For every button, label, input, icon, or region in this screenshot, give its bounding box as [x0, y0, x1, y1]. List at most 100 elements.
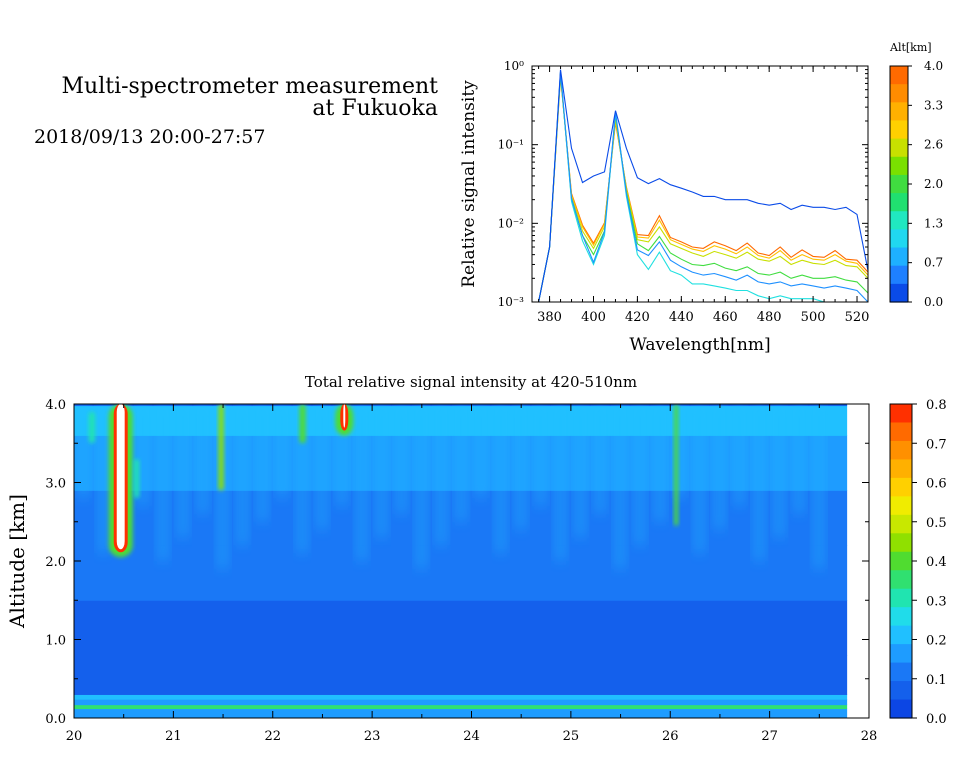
intensity-colorbar-tick-label: 0.5: [926, 516, 947, 531]
spectrum-line-alt-2.6: [538, 74, 868, 302]
heatmap-y-tick-label: 1.0: [45, 634, 66, 649]
heatmap-texture-column: [516, 404, 526, 530]
title-line-1: Multi-spectrometer measurement: [61, 74, 439, 99]
spectrum-x-tick-label: 420: [625, 310, 650, 325]
altitude-colorbar-cell: [890, 247, 908, 267]
heatmap-texture-column: [536, 404, 546, 507]
heatmap-texture-column: [317, 404, 327, 530]
heatmap-altitude-band: [74, 694, 848, 700]
heatmap-hotspot: [674, 404, 679, 526]
heatmap-texture-column: [436, 404, 446, 546]
intensity-colorbar-cell: [890, 662, 912, 682]
altitude-colorbar-tick-label: 0.7: [924, 256, 943, 270]
spectrum-line-alt-1.3: [538, 72, 868, 302]
intensity-colorbar-cell: [890, 422, 912, 442]
heatmap-x-tick-label: 26: [662, 729, 679, 744]
spectrum-x-tick-label: 520: [845, 310, 870, 325]
intensity-colorbar-cell: [890, 459, 912, 479]
heatmap-texture-column: [754, 404, 764, 561]
intensity-colorbar: 0.8 0.7 0.6 0.5 0.4 0.3 0.2 0.1 0.0: [889, 398, 947, 727]
spectrum-line-alt-0: [538, 69, 868, 302]
heatmap-texture-column: [575, 404, 585, 538]
spectrum-x-tick-label: 440: [669, 310, 694, 325]
intensity-colorbar-cell: [890, 625, 912, 645]
heatmap-texture-column: [416, 404, 426, 569]
altitude-colorbar-cell: [890, 66, 908, 85]
heatmap-texture-column: [377, 404, 387, 538]
spectrum-y-axis-label: Relative signal intensity: [459, 80, 479, 288]
heatmap-texture-column: [158, 404, 168, 561]
spectrum-x-tick-label: 400: [581, 310, 606, 325]
spectrum-y-tick-label: 10⁻³: [498, 295, 525, 309]
spectrum-line-alt-0.7: [538, 71, 868, 302]
heatmap-texture-column: [78, 404, 88, 499]
heatmap-texture-column: [615, 404, 625, 569]
heatmap-texture-column: [357, 404, 367, 561]
heatmap-texture-column: [675, 404, 685, 499]
heatmap-altitude-band: [74, 545, 848, 601]
heatmap-texture-column: [237, 404, 247, 546]
altitude-colorbar-cell: [890, 283, 908, 303]
heatmap-x-tick-label: 22: [264, 729, 281, 744]
spectrum-x-tick-label: 480: [757, 310, 782, 325]
spectrum-x-axis-label: Wavelength[nm]: [629, 335, 770, 355]
spectrum-x-tick-label: 460: [713, 310, 738, 325]
heatmap-texture-column: [695, 404, 705, 554]
heatmap-texture-column: [555, 404, 565, 561]
heatmap-y-axis-label: Altitude [km]: [5, 494, 29, 629]
altitude-colorbar-tick-label: 4.0: [924, 59, 943, 73]
heatmap-altitude-band: [74, 699, 848, 706]
altitude-colorbar-cell: [890, 174, 908, 194]
intensity-colorbar-tick-label: 0.8: [926, 398, 947, 413]
intensity-colorbar-cell: [890, 644, 912, 664]
heatmap-texture-column: [98, 404, 108, 554]
altitude-colorbar: Alt[km] 4.0 3.3 2.6 2.0 1.3 0.7 0.0: [889, 41, 943, 309]
heatmap-altitude-band: [74, 704, 848, 710]
heatmap-y-tick-label: 2.0: [45, 555, 66, 570]
heatmap-texture-column: [178, 404, 188, 538]
spectrum-y-tick-label: 10⁻¹: [498, 138, 524, 152]
spectrum-line-alt-4: [538, 77, 868, 302]
heatmap-texture-column: [297, 404, 307, 554]
altitude-colorbar-tick-label: 2.6: [924, 138, 943, 152]
spectrum-line-alt-2: [538, 73, 868, 302]
heatmap-texture-column: [198, 404, 208, 514]
intensity-colorbar-cell: [890, 551, 912, 571]
spectrum-line-alt-3.3: [538, 75, 868, 302]
altitude-colorbar-cell: [890, 120, 908, 140]
heatmap-altitude-band: [74, 600, 848, 656]
heatmap-x-tick-label: 23: [364, 729, 381, 744]
measurement-datetime: 2018/09/13 20:00-27:57: [34, 126, 266, 148]
intensity-colorbar-cell: [890, 496, 912, 516]
intensity-colorbar-cell: [890, 514, 912, 534]
intensity-colorbar-tick-label: 0.4: [926, 555, 947, 570]
heatmap-texture-column: [635, 404, 645, 546]
heatmap-x-tick-label: 24: [463, 729, 480, 744]
heatmap-texture-column: [734, 404, 744, 507]
heatmap-texture-column: [337, 404, 347, 507]
heatmap-x-tick-label: 25: [563, 729, 580, 744]
heatmap-y-tick-label: 4.0: [45, 398, 66, 413]
altitude-colorbar-tick-label: 3.3: [924, 98, 943, 112]
heatmap-x-tick-label: 21: [165, 729, 182, 744]
intensity-colorbar-cell: [890, 607, 912, 627]
intensity-colorbar-tick-label: 0.7: [926, 437, 947, 452]
heatmap-x-tick-label: 27: [761, 729, 778, 744]
intensity-colorbar-cell: [890, 533, 912, 553]
altitude-colorbar-title: Alt[km]: [889, 41, 932, 54]
heatmap-texture-column: [396, 404, 406, 514]
heatmap-x-tick-label: 20: [66, 729, 83, 744]
heatmap-texture-column: [476, 404, 486, 499]
intensity-colorbar-cell: [890, 681, 912, 701]
altitude-colorbar-cell: [890, 211, 908, 230]
spectrum-plot: 380 400 420 440 460 480 500 52010⁰10⁻¹10⁻²10⁻³ …: [459, 59, 869, 355]
heatmap-texture-column: [714, 404, 724, 530]
heatmap-hotspot-saturated: [116, 404, 125, 550]
altitude-colorbar-cell: [890, 138, 908, 158]
altitude-colorbar-cell: [890, 102, 908, 122]
heatmap-x-tick-label: 28: [861, 729, 878, 744]
heatmap-y-tick-label: 0.0: [45, 712, 66, 727]
altitude-colorbar-cell: [890, 156, 908, 176]
heatmap-texture-column: [595, 404, 605, 514]
